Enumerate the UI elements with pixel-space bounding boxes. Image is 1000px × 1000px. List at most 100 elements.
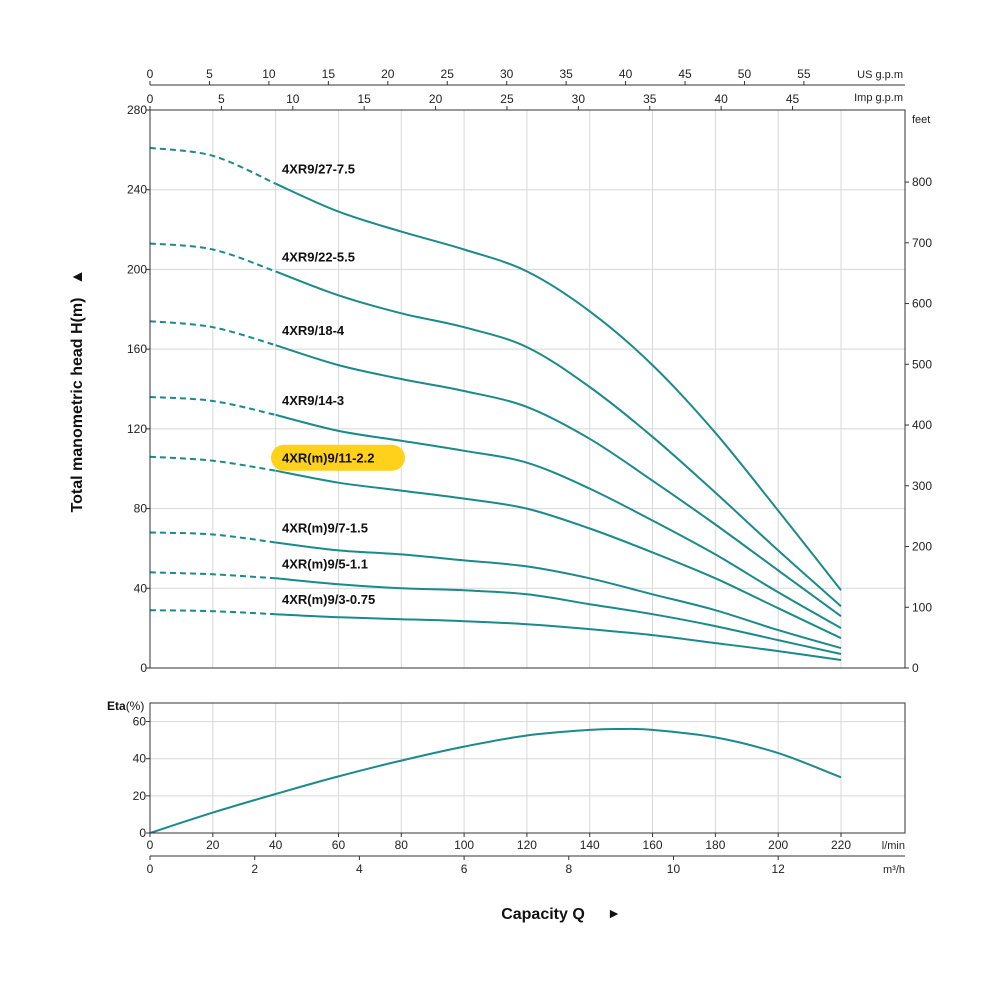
us-gpm-tick-label: 15: [322, 67, 336, 81]
capacity-axis-title: Capacity Q: [501, 906, 585, 923]
feet-tick-label: 800: [912, 175, 932, 189]
imp-gpm-tick-label: 35: [643, 92, 657, 106]
feet-tick-label: 0: [912, 661, 919, 675]
head-tick-label: 280: [127, 103, 147, 117]
highlight-badge: [271, 444, 405, 471]
imp-gpm-tick-label: 15: [358, 92, 372, 106]
us-gpm-tick-label: 20: [381, 67, 395, 81]
feet-tick-label: 600: [912, 297, 932, 311]
head-tick-label: 160: [127, 342, 147, 356]
lmin-tick-label: 100: [454, 838, 474, 852]
us-gpm-tick-label: 5: [206, 67, 213, 81]
m3h-tick-label: 8: [565, 862, 572, 876]
lmin-tick-label: 220: [831, 838, 851, 852]
feet-unit: feet: [912, 114, 930, 126]
us-gpm-tick-label: 55: [797, 67, 811, 81]
m3h-tick-label: 10: [667, 862, 681, 876]
eta-chart-frame: [149, 702, 906, 834]
head-chart-frame: [149, 109, 906, 669]
head-curve-dashed: [149, 396, 276, 416]
us-gpm-tick-label: 10: [262, 67, 276, 81]
curve-label: 4XR9/14-3: [282, 393, 344, 408]
head-tick-label: 240: [127, 183, 147, 197]
head-tick-label: 0: [140, 661, 147, 675]
m3h-tick-label: 0: [147, 862, 154, 876]
head-curve-solid: [275, 182, 842, 591]
head-tick-label: 40: [134, 581, 148, 595]
eta-axis-title: Eta(%): [107, 699, 144, 713]
lmin-tick-label: 20: [206, 838, 220, 852]
eta-curve: [149, 727, 842, 834]
lmin-unit: l/min: [882, 840, 905, 852]
imp-gpm-tick-label: 30: [572, 92, 586, 106]
lmin-tick-label: 0: [147, 838, 154, 852]
imp-gpm-tick-label: 25: [500, 92, 514, 106]
m3h-tick-label: 12: [772, 862, 786, 876]
m3h-tick-label: 2: [251, 862, 258, 876]
feet-tick-label: 100: [912, 600, 932, 614]
curve-label: 4XR(m)9/3-0.75: [282, 592, 375, 607]
lmin-tick-label: 160: [643, 838, 663, 852]
head-curves: [149, 146, 842, 661]
feet-tick-label: 300: [912, 479, 932, 493]
head-curve-dashed: [149, 320, 276, 347]
head-curve-dashed: [149, 531, 276, 544]
eta-chart-grid: [149, 703, 905, 834]
m3h-tick-label: 4: [356, 862, 363, 876]
us-gpm-tick-label: 40: [619, 67, 633, 81]
curve-label: 4XR9/27-7.5: [282, 162, 355, 177]
us-gpm-tick-label: 0: [147, 67, 154, 81]
lmin-tick-label: 180: [705, 838, 725, 852]
head-chart-ticks: 0408012016020024028001002003004005006007…: [127, 67, 932, 675]
imp-gpm-unit: Imp g.p.m: [854, 92, 903, 104]
eta-axis-title-main: Eta: [107, 699, 126, 713]
head-tick-label: 80: [134, 502, 148, 516]
curve-label: 4XR(m)9/5-1.1: [282, 556, 368, 571]
m3h-unit: m³/h: [883, 864, 905, 876]
imp-gpm-tick-label: 0: [147, 92, 154, 106]
head-tick-label: 120: [127, 422, 147, 436]
head-curve-dashed: [149, 242, 276, 273]
imp-gpm-tick-label: 40: [714, 92, 728, 106]
curve-label: 4XR9/22-5.5: [282, 249, 355, 264]
lmin-tick-label: 60: [332, 838, 346, 852]
head-curve-solid: [275, 413, 842, 629]
eta-chart-ticks: 0 20 40 60 80 100 120 140 160 180 200 220 0 20 40 60 0 2 4…: [133, 715, 852, 876]
curve-label: 4XR(m)9/11-2.2: [282, 451, 375, 466]
curve-label: 4XR9/18-4: [282, 323, 345, 338]
head-curve-solid: [275, 469, 842, 640]
us-gpm-tick-label: 25: [441, 67, 455, 81]
curve-label: 4XR(m)9/7-1.5: [282, 520, 368, 535]
lmin-tick-label: 140: [580, 838, 600, 852]
feet-tick-label: 200: [912, 540, 932, 554]
eta-tick-label: 60: [133, 715, 147, 729]
head-curve-solid: [275, 541, 842, 650]
imp-gpm-tick-label: 10: [286, 92, 300, 106]
capacity-axis-arrow: ►: [607, 905, 621, 921]
feet-tick-label: 400: [912, 418, 932, 432]
head-curve-dashed: [149, 571, 276, 580]
lmin-tick-label: 120: [517, 838, 537, 852]
head-curve-solid: [275, 270, 842, 607]
head-chart-grid: [149, 109, 905, 669]
head-curve-solid: [275, 577, 842, 655]
head-curve-dashed: [149, 146, 277, 185]
head-axis-arrow: ▲: [69, 269, 86, 285]
head-curve-dashed: [149, 609, 276, 616]
head-curve-labels: 4XR9/27-7.5 4XR9/22-5.5 4XR9/18-4 4XR9/14-3…: [271, 162, 405, 607]
lmin-tick-label: 40: [269, 838, 283, 852]
us-gpm-tick-label: 30: [500, 67, 514, 81]
head-axis-title: Total manometric head H(m) ▲: [69, 269, 86, 512]
feet-tick-label: 700: [912, 236, 932, 250]
us-gpm-tick-label: 50: [738, 67, 752, 81]
m3h-tick-label: 6: [461, 862, 468, 876]
eta-tick-label: 0: [139, 826, 146, 840]
lmin-tick-label: 80: [395, 838, 409, 852]
eta-tick-label: 20: [133, 789, 147, 803]
head-axis-title-text: Total manometric head H(m): [69, 298, 86, 513]
us-gpm-unit: US g.p.m: [857, 69, 903, 81]
imp-gpm-tick-label: 20: [429, 92, 443, 106]
eta-tick-label: 40: [133, 752, 147, 766]
head-curve-solid: [275, 344, 842, 618]
